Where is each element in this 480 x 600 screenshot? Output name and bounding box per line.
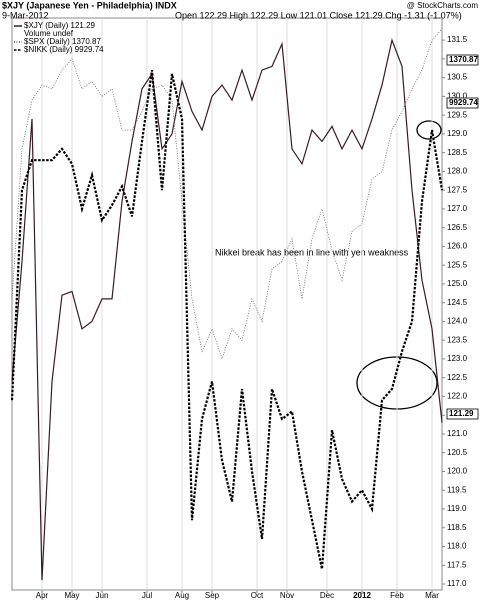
x-tick-label: Apr bbox=[36, 591, 49, 600]
plot-frame bbox=[11, 17, 443, 591]
y-tick-label: 124.0 bbox=[447, 317, 468, 326]
y-tick-label: 129.0 bbox=[447, 129, 468, 138]
chart-title: $XJY (Japanese Yen - Philadelphia) INDX bbox=[2, 0, 177, 10]
legend-note: Volume undef bbox=[24, 29, 74, 38]
y-tick-label: 125.0 bbox=[447, 279, 468, 288]
y-tick-label: 128.5 bbox=[447, 148, 468, 157]
y-tick-label: 131.5 bbox=[447, 35, 468, 44]
y-tick-label: 122.0 bbox=[447, 392, 468, 401]
y-tick-label: 123.5 bbox=[447, 335, 468, 344]
date: 9-Mar-2012 bbox=[2, 10, 49, 20]
price-tag: 1370.87 bbox=[449, 55, 478, 64]
legend-label: $XJY (Daily) 121.29 bbox=[24, 21, 96, 30]
series-line bbox=[10, 69, 444, 570]
y-tick-label: 123.0 bbox=[447, 354, 468, 363]
y-tick-label: 122.5 bbox=[447, 373, 468, 382]
legend-label: $NIKK (Daily) 9929.74 bbox=[24, 45, 104, 54]
x-tick-label: Oct bbox=[251, 591, 264, 600]
y-tick-label: 130.0 bbox=[447, 92, 468, 101]
x-tick-label: Nov bbox=[280, 591, 294, 600]
highlight-ellipse bbox=[416, 120, 442, 140]
x-tick-label: Dec bbox=[320, 591, 334, 600]
y-tick-label: 129.5 bbox=[447, 110, 468, 119]
quote: Open 122.29 High 122.29 Low 121.01 Close… bbox=[175, 10, 462, 20]
y-tick-label: 128.0 bbox=[447, 167, 468, 176]
price-tag-box bbox=[446, 97, 479, 109]
y-tick-label: 126.0 bbox=[447, 242, 468, 251]
x-tick-label: Feb bbox=[390, 591, 404, 600]
x-tick-label: Aug bbox=[175, 591, 189, 600]
y-tick-label: 126.5 bbox=[447, 223, 468, 232]
y-tick-label: 117.5 bbox=[447, 560, 467, 569]
series-line bbox=[11, 38, 443, 581]
y-tick-label: 118.5 bbox=[447, 523, 467, 532]
y-tick-label: 125.5 bbox=[447, 260, 468, 269]
price-tag-box bbox=[446, 54, 479, 66]
y-tick-label: 120.5 bbox=[447, 448, 468, 457]
x-tick-label: May bbox=[64, 591, 79, 600]
y-tick-label: 118.0 bbox=[447, 542, 467, 551]
annotation: Nikkei break has been in line with yen w… bbox=[215, 247, 409, 257]
y-tick-label: 117.0 bbox=[447, 579, 467, 588]
y-tick-label: 120.0 bbox=[447, 467, 468, 476]
x-tick-label: Jul bbox=[142, 591, 152, 600]
price-tag-box bbox=[446, 408, 479, 420]
price-tag: 121.29 bbox=[449, 409, 474, 418]
price-tag: 9929.74 bbox=[449, 98, 478, 107]
y-tick-label: 119.5 bbox=[447, 485, 467, 494]
y-tick-label: 119.0 bbox=[447, 504, 467, 513]
x-tick-label: Sep bbox=[205, 591, 220, 600]
y-tick-label: 127.5 bbox=[447, 185, 468, 194]
x-tick-label: Mar bbox=[425, 591, 439, 600]
y-tick-label: 121.0 bbox=[447, 429, 468, 438]
y-tick-label: 124.5 bbox=[447, 298, 468, 307]
x-tick-label: 2012 bbox=[353, 591, 371, 600]
y-tick-label: 127.0 bbox=[447, 204, 468, 213]
credit: @ StockCharts.com bbox=[407, 1, 479, 10]
x-tick-label: Jun bbox=[96, 591, 109, 600]
y-tick-label: 130.5 bbox=[447, 73, 468, 82]
legend-label: $SPX (Daily) 1370.87 bbox=[24, 37, 101, 46]
